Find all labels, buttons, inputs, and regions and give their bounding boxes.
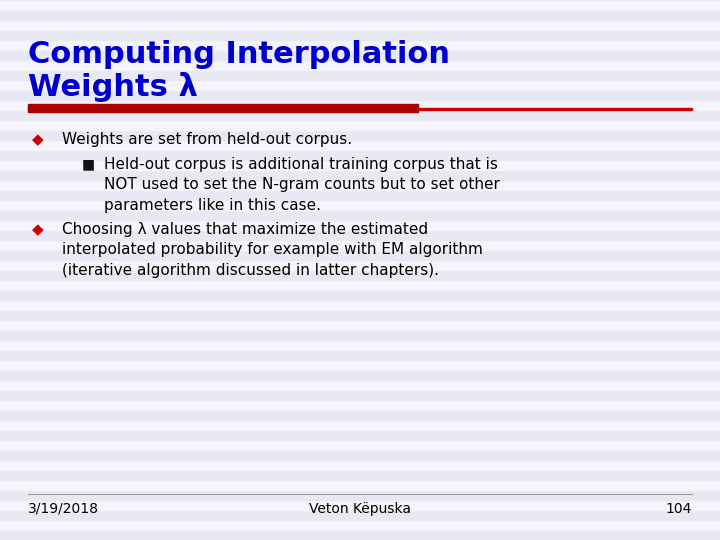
Text: Computing Interpolation: Computing Interpolation [28,40,450,69]
Bar [0,380,720,390]
Bar [0,390,720,400]
Bar [0,510,720,520]
Bar [0,480,720,490]
Bar [0,250,720,260]
Bar [0,360,720,370]
Bar [0,140,720,150]
Text: Veton Këpuska: Veton Këpuska [309,502,411,516]
Bar [0,500,720,510]
Bar [0,240,720,250]
Bar [0,230,720,240]
Bar [0,260,720,270]
Text: 104: 104 [665,502,692,516]
Bar [0,400,720,410]
Bar [0,280,720,290]
Bar [0,150,720,160]
Bar [0,170,720,180]
Bar [0,420,720,430]
Bar [0,60,720,70]
Bar [0,160,720,170]
Text: ◆: ◆ [32,132,44,147]
Text: ■: ■ [82,157,95,171]
Text: Weights are set from held-out corpus.: Weights are set from held-out corpus. [62,132,352,147]
Bar [0,80,720,90]
Bar [0,10,720,20]
Bar [0,70,720,80]
Text: 3/19/2018: 3/19/2018 [28,502,99,516]
Bar [0,350,720,360]
Bar [0,100,720,110]
Text: Weights λ: Weights λ [28,72,198,102]
Bar [0,50,720,60]
Bar [0,460,720,470]
Bar [0,200,720,210]
Bar [0,310,720,320]
Bar [0,110,720,120]
Bar [0,290,720,300]
Bar [0,340,720,350]
Text: ◆: ◆ [32,222,44,237]
Bar [0,520,720,530]
Bar [0,450,720,460]
Text: Choosing λ values that maximize the estimated
interpolated probability for examp: Choosing λ values that maximize the esti… [62,222,483,278]
Bar [0,210,720,220]
Bar [0,120,720,130]
Bar [0,130,720,140]
Bar [0,40,720,50]
Bar [0,530,720,540]
Bar [0,270,720,280]
Bar [0,220,720,230]
Bar [0,190,720,200]
Bar [0,330,720,340]
Bar [0,410,720,420]
Bar [0,430,720,440]
Text: Held-out corpus is additional training corpus that is
NOT used to set the N-gram: Held-out corpus is additional training c… [104,157,500,213]
Bar [0,440,720,450]
Bar [28,104,418,112]
Bar [0,300,720,310]
Bar [0,470,720,480]
Bar [0,320,720,330]
Bar [0,0,720,10]
Bar [0,180,720,190]
Bar [28,108,692,110]
Bar [0,490,720,500]
Bar [0,370,720,380]
Bar [0,30,720,40]
Bar [0,90,720,100]
Bar [0,20,720,30]
